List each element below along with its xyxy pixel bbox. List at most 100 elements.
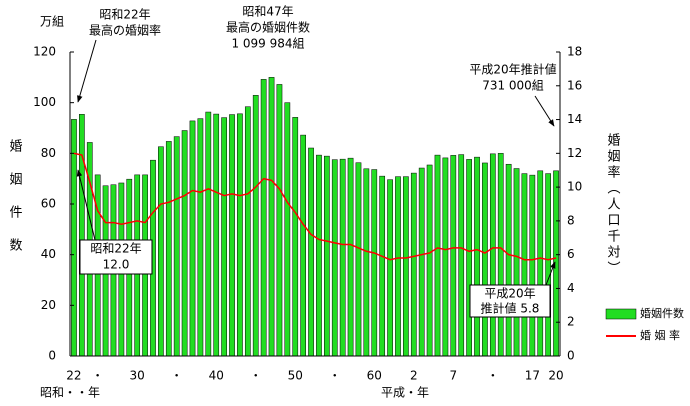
bar: [387, 179, 393, 357]
left-axis-title: 婚姻件数: [7, 139, 23, 271]
bar: [221, 117, 227, 357]
bar: [158, 146, 164, 357]
bar: [537, 170, 544, 357]
x-tick-label: 17: [525, 369, 540, 383]
bar: [513, 168, 520, 357]
legend-label: 婚 姻 率: [640, 328, 680, 342]
bar: [276, 84, 283, 357]
bar: [482, 162, 488, 357]
annotation-text: 平成20年推計値: [469, 62, 556, 77]
bar: [165, 141, 172, 357]
annotation: 平成20年 推計値 5.8: [469, 261, 556, 318]
y2-tick-label: 2: [567, 315, 575, 329]
annotation-text: 最高の婚姻件数: [226, 20, 310, 35]
x-era-label: 昭和・・年: [40, 386, 100, 400]
bar: [268, 77, 275, 357]
annotation-text: 昭和22年: [99, 8, 150, 22]
y-tick-label: 60: [41, 197, 56, 211]
y2-tick-label: 0: [567, 349, 575, 363]
bar: [426, 164, 433, 357]
y2-tick-label: 12: [567, 146, 582, 160]
y-tick-label: 20: [41, 298, 56, 312]
left-unit: 万組: [40, 15, 64, 29]
y2-tick-label: 16: [567, 78, 582, 92]
bar: [205, 111, 212, 357]
bar: [197, 118, 204, 357]
annotation-box: [469, 284, 551, 318]
y2-tick-label: 8: [567, 213, 575, 227]
x-tick-label: ・: [250, 369, 262, 383]
annotation: 昭和22年 12.0: [76, 169, 153, 275]
bar: [418, 167, 425, 357]
y-tick-label: 120: [33, 45, 56, 59]
y-tick-label: 100: [33, 95, 56, 109]
y2-tick-label: 4: [567, 281, 575, 295]
bar: [379, 175, 386, 357]
y2-tick-label: 6: [567, 247, 575, 261]
annotation: 平成20年推計値 731 000組: [469, 62, 557, 127]
x-tick-label: 60: [367, 369, 382, 383]
annotation-box: [79, 239, 153, 275]
arrow: [545, 261, 556, 286]
x-tick-label: 50: [288, 369, 303, 383]
x-tick-label: ・: [329, 369, 341, 383]
bar: [529, 174, 536, 357]
bar: [292, 117, 299, 357]
annotation-text: 731 000組: [482, 79, 544, 93]
bar: [189, 120, 196, 357]
bar: [474, 156, 480, 357]
bar: [450, 155, 457, 357]
legend-label: 婚姻件数: [640, 306, 684, 320]
bar: [244, 106, 251, 357]
annotation-text: 1 099 984組: [231, 37, 304, 51]
bar: [371, 169, 378, 357]
bar: [71, 119, 77, 357]
bar: [300, 134, 306, 357]
annotation: 昭和47年 最高の婚姻件数 1 099 984組: [226, 5, 310, 51]
x-tick-label: 40: [209, 369, 224, 383]
y-tick-label: 0: [48, 349, 56, 363]
bar: [237, 113, 243, 357]
bar: [316, 154, 322, 357]
annotation-text: 昭和47年: [242, 5, 293, 19]
bar: [355, 162, 362, 357]
annotation-text: 最高の婚姻率: [89, 23, 161, 38]
x-tick-label: 2: [410, 369, 418, 383]
bar: [403, 176, 409, 357]
annotation: 昭和22年 最高の婚姻率: [77, 8, 161, 103]
bar: [458, 154, 465, 357]
bar: [79, 114, 85, 357]
x-era-label: 平成・年: [381, 386, 429, 400]
bar: [347, 157, 354, 357]
arrow: [76, 169, 96, 241]
bar: [252, 95, 259, 357]
y-tick-label: 80: [41, 146, 56, 160]
annotation-text: 推計値 5.8: [481, 301, 540, 316]
y2-tick-label: 14: [567, 112, 582, 126]
arrow: [534, 95, 555, 127]
bar: [466, 159, 472, 357]
annotation-text: 平成20年: [484, 287, 535, 301]
annotation-text: 12.0: [103, 258, 130, 272]
bar: [434, 154, 441, 357]
arrow: [77, 39, 97, 103]
y2-tick-label: 10: [567, 180, 582, 194]
x-tick-label: 7: [449, 369, 457, 383]
bar: [410, 172, 417, 357]
bar: [395, 176, 401, 357]
x-tick-label: ・: [171, 369, 183, 383]
bar: [521, 173, 528, 357]
bar: [324, 155, 330, 357]
bar: [505, 163, 512, 357]
y-tick-label: 40: [41, 247, 56, 261]
bar: [173, 136, 180, 357]
x-tick-label: 20: [548, 369, 563, 383]
right-axis-title: 婚姻率（人口千対）: [605, 133, 621, 277]
annotation-text: 昭和22年: [90, 242, 141, 256]
x-tick-label: ・: [92, 369, 104, 383]
bar: [229, 114, 235, 357]
bar: [339, 158, 346, 357]
bar: [442, 157, 449, 357]
legend-swatch: [605, 308, 637, 320]
bar: [213, 113, 220, 357]
